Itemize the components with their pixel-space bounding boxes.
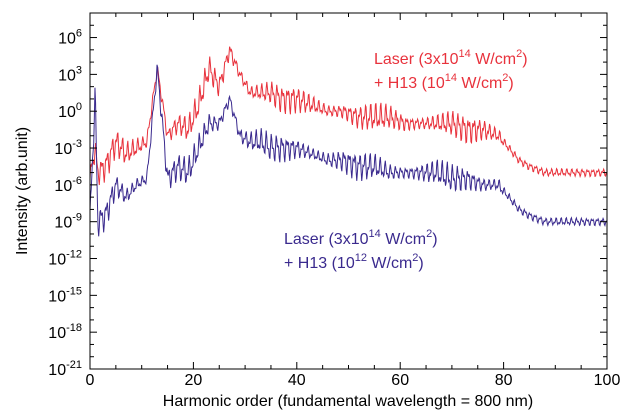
y-tick-label: 10-6 xyxy=(54,175,82,195)
series-label-1-line-1: Laser (3x1014 W/cm2) xyxy=(374,48,528,68)
x-tick-labels: 0 20 40 60 80 100 xyxy=(86,372,621,389)
y-tick-label: 10-12 xyxy=(48,249,82,269)
series-label-2-line-1: Laser (3x1014 W/cm2) xyxy=(284,228,438,248)
y-tick-label: 10-15 xyxy=(48,285,82,305)
series-labels: Laser (3x1014 W/cm2) + H13 (1014 W/cm2) La… xyxy=(284,48,528,272)
series-layer xyxy=(89,46,608,237)
y-tick-label: 10-3 xyxy=(54,138,82,158)
plot-frame xyxy=(89,12,608,370)
y-tick-label: 10-18 xyxy=(48,322,82,342)
series-line-2 xyxy=(89,64,608,237)
series-line-1 xyxy=(89,46,608,186)
y-tick-label: 103 xyxy=(58,64,82,84)
x-tick-label: 20 xyxy=(185,372,203,389)
series-label-1-line-2: + H13 (1014 W/cm2) xyxy=(374,72,514,92)
y-tick-label: 10-9 xyxy=(54,212,82,232)
y-tick-label: 100 xyxy=(58,101,82,121)
y-axis-label: Intensity (arb.unit) xyxy=(14,127,31,255)
x-tick-label: 80 xyxy=(495,372,513,389)
y-tick-labels: 10-21 10-18 10-15 10-12 10-9 10-6 10-3 100 103 10… xyxy=(48,28,82,379)
x-tick-label: 40 xyxy=(288,372,306,389)
y-tick-label: 106 xyxy=(58,28,82,48)
x-axis-label: Harmonic order (fundamental wavelength =… xyxy=(163,393,533,410)
x-tick-label: 100 xyxy=(594,372,621,389)
ticks-layer xyxy=(89,12,608,370)
x-tick-label: 0 xyxy=(86,372,95,389)
x-tick-label: 60 xyxy=(391,372,409,389)
y-tick-label: 10-21 xyxy=(48,359,82,379)
series-label-2-line-2: + H13 (1012 W/cm2) xyxy=(284,252,424,272)
